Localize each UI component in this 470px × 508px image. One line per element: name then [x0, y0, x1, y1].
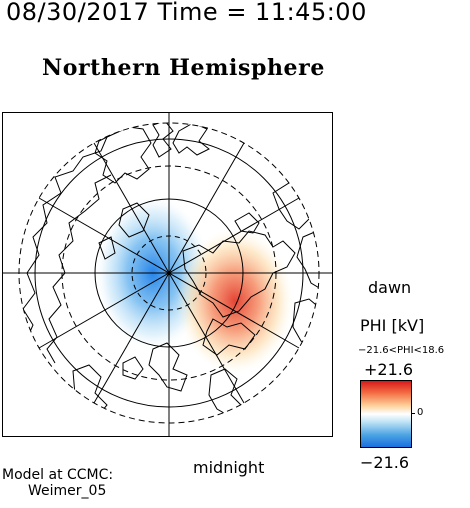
model-credit-line1: Model at CCMC: — [2, 467, 114, 483]
date-time-header: 08/30/2017 Time = 11:45:00 — [6, 0, 367, 26]
polar-map-svg — [3, 113, 332, 436]
legend-colorbar — [360, 380, 412, 448]
legend-range: −21.6<PHI<18.6 — [358, 345, 445, 356]
model-credit-line2: Weimer_05 — [28, 483, 107, 499]
legend-max-label: +21.6 — [364, 360, 414, 379]
dawn-label: dawn — [368, 278, 412, 297]
map-grid — [3, 113, 332, 436]
legend-zero-label: 0 — [417, 407, 424, 418]
legend-zero-tick — [411, 413, 415, 414]
coastlines — [22, 123, 319, 418]
polar-potential-map — [2, 112, 333, 437]
legend-min-label: −21.6 — [360, 453, 410, 472]
map-title: Northern Hemisphere — [42, 55, 325, 81]
legend-title: PHI [kV] — [360, 316, 425, 335]
midnight-label: midnight — [193, 458, 265, 477]
positive-potential-cell — [177, 229, 293, 373]
